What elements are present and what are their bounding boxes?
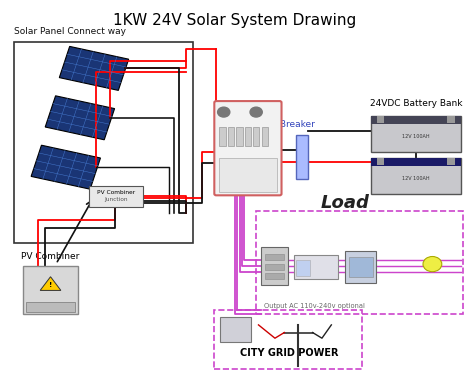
Text: Load: Load [321, 194, 370, 212]
Text: 2P Breaker: 2P Breaker [265, 120, 314, 129]
Circle shape [250, 107, 262, 117]
Bar [447, 116, 455, 123]
Bar [89, 186, 143, 207]
Bar [256, 211, 463, 314]
Bar [371, 116, 461, 152]
Polygon shape [40, 277, 61, 290]
Text: PV Combiner: PV Combiner [21, 252, 80, 261]
Bar [264, 273, 284, 279]
FancyBboxPatch shape [214, 101, 282, 195]
Text: 24VDC Battery Bank: 24VDC Battery Bank [370, 99, 462, 108]
Bar [377, 116, 384, 123]
Text: 12V 100AH: 12V 100AH [402, 176, 430, 181]
Bar [26, 302, 75, 312]
Polygon shape [31, 145, 100, 189]
Bar [228, 127, 234, 146]
Bar [220, 317, 250, 342]
Bar [371, 158, 461, 166]
Bar [219, 158, 277, 192]
Bar [296, 135, 308, 179]
Bar [214, 310, 362, 369]
Text: CITY GRID POWER: CITY GRID POWER [240, 348, 338, 358]
Circle shape [423, 256, 442, 272]
Bar [261, 247, 288, 285]
Circle shape [218, 107, 230, 117]
Polygon shape [59, 46, 128, 90]
Bar [296, 260, 310, 276]
Text: PV Combiner: PV Combiner [97, 190, 136, 195]
Bar [349, 256, 373, 277]
Bar [264, 264, 284, 270]
Text: Junction: Junction [105, 197, 128, 202]
Bar [14, 42, 193, 243]
Bar [294, 255, 338, 279]
Bar [447, 158, 455, 165]
Bar [245, 127, 251, 146]
Bar [371, 116, 461, 124]
Bar [253, 127, 259, 146]
Text: Output AC 110v-240v optional: Output AC 110v-240v optional [264, 302, 365, 309]
Bar [377, 158, 384, 165]
Text: !: ! [49, 282, 52, 288]
Bar [237, 127, 243, 146]
Text: Solar Panel Connect way: Solar Panel Connect way [14, 27, 126, 36]
Bar [346, 251, 376, 283]
Bar [262, 127, 268, 146]
Bar [24, 266, 78, 314]
Bar [264, 254, 284, 260]
Text: 12V 100AH: 12V 100AH [402, 135, 430, 139]
Polygon shape [45, 96, 115, 140]
Bar [219, 127, 226, 146]
Text: 1KW 24V Solar System Drawing: 1KW 24V Solar System Drawing [113, 13, 356, 28]
Bar [371, 158, 461, 194]
